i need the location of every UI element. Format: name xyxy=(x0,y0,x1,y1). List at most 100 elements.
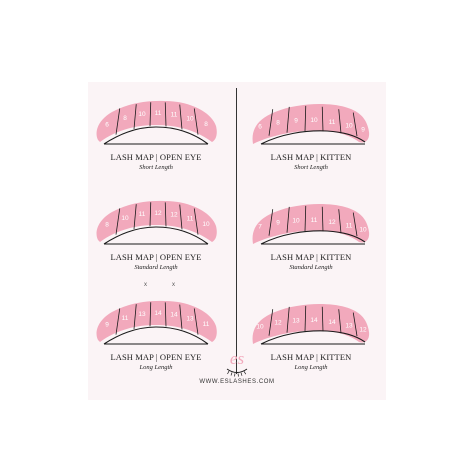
brand-logo-text: es xyxy=(230,350,245,368)
stray-mark: x xyxy=(172,282,175,288)
segment-divider xyxy=(179,204,183,230)
website-url: WWW.ESLASHES.COM xyxy=(199,379,275,385)
lash-map-diagram: 10 12 13 14 14 13 12 xyxy=(252,304,370,345)
segment-divider xyxy=(352,212,358,237)
lash-length-label: 11 xyxy=(329,119,336,126)
lash-length-label: 12 xyxy=(170,212,178,219)
lash-length-label: 12 xyxy=(359,327,367,334)
lash-band xyxy=(96,100,217,142)
lash-length-label: 11 xyxy=(122,315,129,322)
eyelid-line xyxy=(103,226,209,245)
lash-length-label: 10 xyxy=(121,215,129,222)
segment-divider xyxy=(149,102,152,127)
lash-length-label: 12 xyxy=(154,210,162,217)
segment-divider xyxy=(268,109,274,136)
lash-length-label: 8 xyxy=(204,121,208,128)
lash-length-label: 11 xyxy=(155,110,162,117)
lash-length-label: 10 xyxy=(359,227,367,234)
lash-length-label: 10 xyxy=(256,323,264,330)
lash-band xyxy=(252,204,370,244)
segment-divider xyxy=(268,209,274,236)
lash-band xyxy=(252,104,370,144)
lash-map-diagram: 8 10 11 12 12 11 10 xyxy=(96,200,217,245)
lash-map-kitten-standard: 7 9 10 11 12 11 10 LASH MAP | KITTEN Standard … xyxy=(241,192,381,284)
lash-length-label: 12 xyxy=(328,219,336,226)
lash-map-title: LASH MAP | KITTEN xyxy=(270,352,352,362)
segment-divider xyxy=(149,202,152,227)
lash-length-label: 14 xyxy=(310,317,318,324)
lash-map-card xyxy=(88,82,386,400)
lash-length-label: 11 xyxy=(139,211,146,218)
segment-divider xyxy=(115,208,121,235)
eyelid-line xyxy=(103,126,209,145)
segment-divider xyxy=(286,106,290,133)
stray-mark: x xyxy=(144,282,147,288)
segment-divider xyxy=(179,104,183,130)
lash-length-label: 11 xyxy=(171,112,178,119)
segment-divider xyxy=(304,105,307,132)
lash-length-label: 10 xyxy=(292,217,300,224)
segment-divider xyxy=(133,304,137,329)
lash-map-open-eye-long: 9 11 13 14 14 13 11 LASH MAP | OPEN EYE Long L… xyxy=(86,292,226,384)
lash-length-label: 13 xyxy=(345,323,353,330)
segment-divider xyxy=(268,309,274,336)
eyelid-line xyxy=(260,230,366,245)
lash-map-diagram: 9 11 13 14 14 13 11 xyxy=(96,300,217,345)
lash-length-label: 10 xyxy=(138,111,146,118)
lash-map-diagram: 7 9 10 11 12 11 10 xyxy=(252,204,370,245)
lash-length-label: 14 xyxy=(170,312,178,319)
segment-divider xyxy=(352,112,358,137)
segment-divider xyxy=(164,302,167,327)
lash-map-subtitle: Short Length xyxy=(139,164,173,171)
lash-length-label: 7 xyxy=(258,223,262,230)
segment-divider xyxy=(133,104,137,129)
lash-map-subtitle: Long Length xyxy=(139,364,173,371)
segment-divider xyxy=(304,205,307,232)
segment-divider xyxy=(193,308,199,335)
segment-divider xyxy=(338,309,342,334)
lash-length-label: 10 xyxy=(310,117,318,124)
lash-length-label: 6 xyxy=(105,121,109,128)
lash-map-title: LASH MAP | OPEN EYE xyxy=(110,352,202,362)
lash-map-title: LASH MAP | OPEN EYE xyxy=(110,152,202,162)
lash-map-diagram: 6 8 9 10 11 10 9 xyxy=(252,104,370,145)
lash-length-label: 9 xyxy=(294,117,298,124)
segment-divider xyxy=(338,209,342,234)
column-divider xyxy=(236,88,237,374)
lash-band xyxy=(96,300,217,342)
segment-divider xyxy=(304,305,307,332)
lash-length-label: 8 xyxy=(276,120,280,127)
lash-length-label: 13 xyxy=(186,315,194,322)
segment-divider xyxy=(164,102,167,127)
lash-map-kitten-long: 10 12 13 14 14 13 12 LASH MAP | KITTEN Long Le… xyxy=(241,292,381,384)
lash-length-label: 10 xyxy=(186,115,194,122)
lash-map-open-eye-standard: 8 10 11 12 12 11 10 LASH MAP | OPEN EYE Standa… xyxy=(86,192,226,284)
lash-band xyxy=(96,200,217,242)
lash-length-label: 9 xyxy=(105,321,109,328)
lash-length-label: 13 xyxy=(138,311,146,318)
segment-divider xyxy=(352,312,358,337)
segment-divider xyxy=(286,306,290,333)
lash-length-label: 12 xyxy=(274,320,282,327)
lash-length-label: 9 xyxy=(276,220,280,227)
lash-map-title: LASH MAP | OPEN EYE xyxy=(110,252,202,262)
lash-length-label: 14 xyxy=(328,319,336,326)
segment-divider xyxy=(321,206,324,232)
segment-divider xyxy=(193,108,199,135)
lash-length-label: 10 xyxy=(345,123,353,130)
lash-length-label: 14 xyxy=(154,310,162,317)
stray-marks: x x xyxy=(140,282,180,290)
segment-divider xyxy=(321,106,324,132)
lash-map-subtitle: Long Length xyxy=(294,364,328,371)
lash-band xyxy=(252,304,370,344)
lash-map-kitten-short: 6 8 9 10 11 10 9 LASH MAP | KITTEN Short Lengt… xyxy=(241,92,381,184)
lash-map-diagram: 6 8 10 11 11 10 8 xyxy=(96,100,217,145)
lash-map-title: LASH MAP | KITTEN xyxy=(270,152,352,162)
eyelash-logo-icon: es xyxy=(226,350,248,377)
segment-divider xyxy=(133,204,137,229)
lash-map-subtitle: Standard Length xyxy=(289,264,333,271)
segment-divider xyxy=(115,108,121,135)
segment-divider xyxy=(164,202,167,227)
lash-length-label: 11 xyxy=(311,217,318,224)
